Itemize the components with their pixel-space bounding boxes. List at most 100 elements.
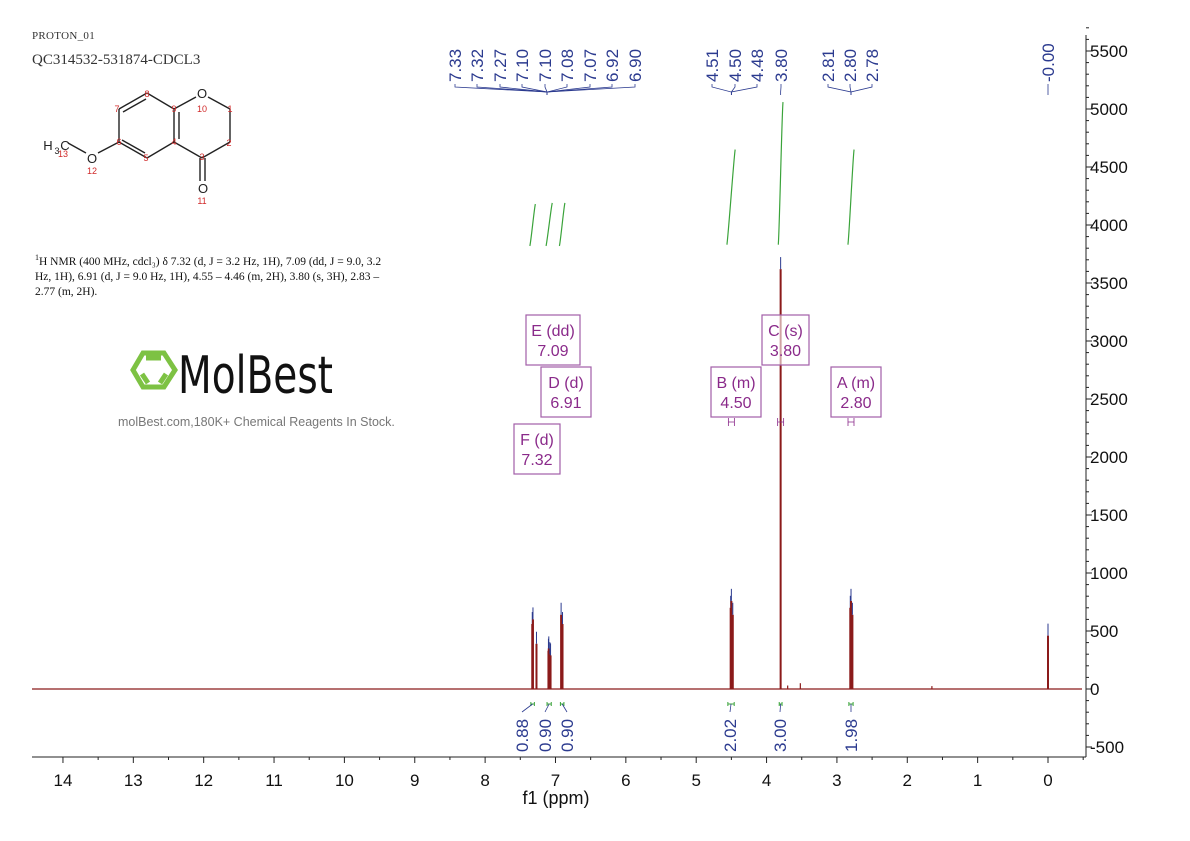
integrals: 0.88 0.90 0.90 2.02 3.00 1.98	[513, 702, 861, 752]
integral-curve	[529, 203, 536, 247]
multiplet-range-marker	[777, 418, 785, 426]
x-tick-label: 0	[1043, 771, 1052, 790]
multiplet-shift: 7.32	[521, 452, 552, 469]
peak-shift-label: 7.10	[536, 49, 555, 82]
integral-connector	[729, 703, 732, 713]
x-tick-label: 10	[335, 771, 354, 790]
multiplet-range-marker	[847, 418, 855, 426]
watermark-tagline: molBest.com,180K+ Chemical Reagents In S…	[118, 415, 395, 429]
y-tick-label: 1500	[1090, 506, 1128, 525]
sample-name: QC314532-531874-CDCL3	[32, 52, 201, 68]
multiplet-label: E (dd)	[531, 323, 575, 340]
atom-o12: O	[87, 151, 97, 166]
integral-curve	[777, 101, 784, 245]
x-tick-label: 6	[621, 771, 630, 790]
y-tick-label: 4500	[1090, 158, 1128, 177]
atom-number: 9	[171, 104, 176, 114]
multiplet-shift: 4.50	[720, 395, 751, 412]
atom-number: 5	[143, 153, 148, 163]
x-tick-label: 13	[124, 771, 143, 790]
atom-o10: O	[197, 86, 207, 101]
x-tick-label: 5	[691, 771, 700, 790]
y-tick-label: -500	[1090, 738, 1124, 757]
integral-curve	[545, 202, 553, 247]
atom-number: 3	[199, 152, 204, 162]
watermark: MolBest molBest.com,180K+ Chemical Reage…	[118, 346, 395, 429]
multiplet-label: D (d)	[548, 375, 584, 392]
multiplet-shift: 7.09	[537, 343, 568, 360]
y-tick-label: 1000	[1090, 564, 1128, 583]
atom-number: 2	[226, 138, 231, 148]
integral-value: 0.90	[558, 719, 577, 752]
multiplet-shift: 2.80	[840, 395, 871, 412]
peak-shift-label: 7.10	[513, 49, 532, 82]
peak-shift-label: 7.07	[581, 49, 600, 82]
atom-number: 10	[197, 104, 207, 114]
y-tick-label: 4000	[1090, 216, 1128, 235]
peak-label-connector	[827, 84, 852, 95]
atom-number: 6	[116, 137, 121, 147]
atom-number: 13	[58, 149, 68, 159]
multiplet-shift: 3.80	[770, 343, 801, 360]
multiplet-box	[525, 314, 581, 366]
integral-bracket	[559, 702, 565, 706]
peak-shift-label: 7.08	[558, 49, 577, 82]
x-axis-label: f1 (ppm)	[522, 788, 589, 808]
integral-value: 2.02	[721, 719, 740, 752]
integral-value: 0.88	[513, 719, 532, 752]
atom-number: 4	[171, 137, 176, 147]
y-tick-label: 3500	[1090, 274, 1128, 293]
peak-shift-label: 6.92	[603, 49, 622, 82]
experiment-name: PROTON_01	[32, 30, 96, 42]
x-tick-label: 2	[903, 771, 912, 790]
peak-label-connector	[711, 84, 732, 95]
atom-h-subscript: 3	[54, 146, 59, 156]
peak-shift-label: 3.80	[772, 49, 791, 82]
peak-shift-label: 7.32	[468, 49, 487, 82]
multiplet-label: A (m)	[837, 375, 875, 392]
x-axis: 14 13 12 11 10 9 8 7 6 5 4 3 2 1 0	[32, 756, 1086, 790]
x-tick-label: 12	[194, 771, 213, 790]
integral-connector	[561, 703, 568, 713]
y-tick-label: 2000	[1090, 448, 1128, 467]
peak-shift-label: 2.80	[841, 49, 860, 82]
x-tick-label: 11	[265, 771, 283, 790]
x-tick-label: 3	[832, 771, 841, 790]
multiplet-box	[830, 366, 882, 418]
atom-number: 12	[87, 166, 97, 176]
peak-shift-label: 6.90	[626, 49, 645, 82]
multiplet-box	[540, 366, 592, 418]
peak-shift-label: 7.27	[491, 49, 510, 82]
y-tick-label: 5500	[1090, 42, 1128, 61]
peak-label-connector	[850, 84, 873, 95]
integral-value: 3.00	[771, 719, 790, 752]
multiplet-label: B (m)	[716, 375, 755, 392]
nucleus-superscript: 1	[35, 253, 39, 262]
integral-curve	[726, 149, 736, 245]
atom-o11: O	[198, 181, 208, 196]
multiplet-box	[710, 366, 762, 418]
multiplet-label: F (d)	[520, 432, 554, 449]
multiplet-box	[761, 314, 810, 366]
nmr-description-text: H NMR (400 MHz, cdcl₃) δ 7.32 (d, J = 3.…	[35, 255, 382, 298]
x-tick-label: 4	[762, 771, 771, 790]
spectrum	[32, 257, 1082, 690]
atom-h: H	[43, 138, 52, 153]
peak-shift-label: 4.48	[748, 49, 767, 82]
integral-value: 1.98	[842, 719, 861, 752]
x-tick-label: 8	[480, 771, 489, 790]
integral-curve	[847, 149, 855, 245]
peak-shift-label: 4.50	[726, 49, 745, 82]
molecule-structure: O O O H 3 C 1 2 3 4 5 6 7 8 9 10 11 12 1…	[43, 86, 232, 206]
y-tick-label: 500	[1090, 622, 1118, 641]
peak-label-connector	[730, 84, 758, 95]
atom-number: 8	[144, 89, 149, 99]
molbest-logo-text: MolBest	[178, 346, 333, 406]
x-tick-label: 9	[410, 771, 419, 790]
atom-number: 7	[114, 104, 119, 114]
multiplet-boxes: E (dd) 7.09 D (d) 6.91 F (d) 7.32 C (s) 3.80 B (…	[513, 314, 882, 475]
peak-label-connector	[546, 84, 636, 95]
peak-label-connector	[730, 84, 736, 95]
integral-connector	[779, 703, 782, 713]
x-tick-label: 1	[973, 771, 982, 790]
